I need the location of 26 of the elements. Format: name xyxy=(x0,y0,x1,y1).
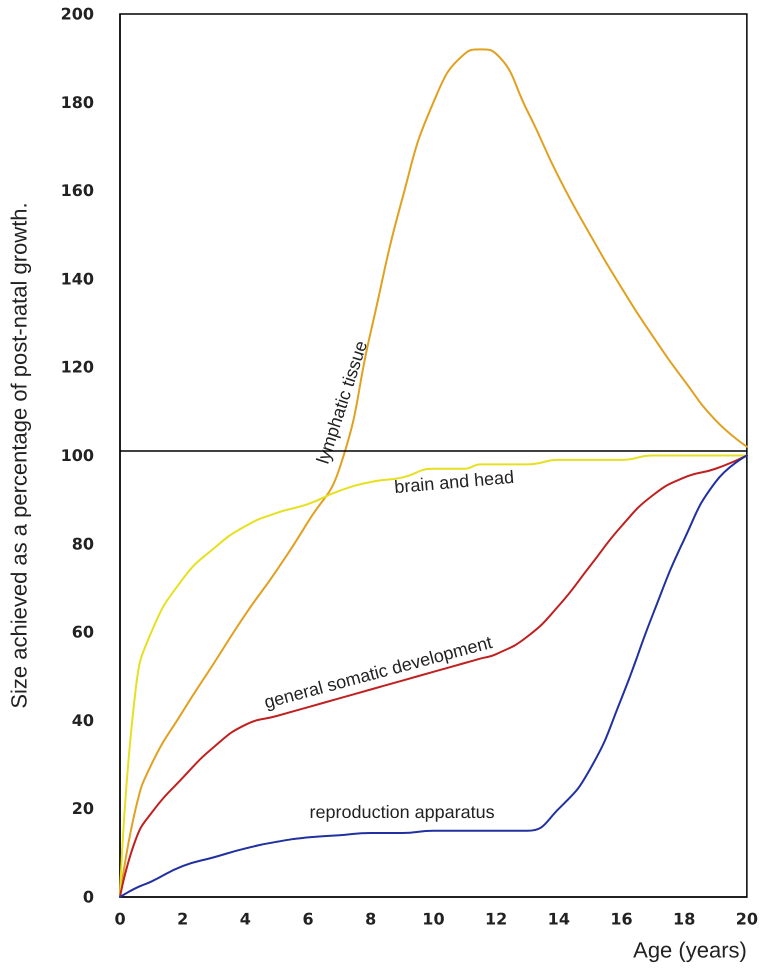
y-tick-label: 140 xyxy=(60,269,94,288)
y-tick-label: 60 xyxy=(72,622,94,642)
x-tick-label: 6 xyxy=(302,910,314,928)
y-tick-label: 200 xyxy=(60,4,94,24)
x-tick-label: 10 xyxy=(422,910,445,928)
x-tick-label: 14 xyxy=(548,910,570,928)
x-tick-label: 20 xyxy=(736,910,758,928)
y-tick-label: 0 xyxy=(82,888,94,906)
y-tick-label: 180 xyxy=(60,92,94,112)
y-tick-label: 120 xyxy=(60,358,94,377)
x-tick-label: 18 xyxy=(673,910,696,928)
y-tick-label: 100 xyxy=(60,446,94,465)
x-tick-label: 2 xyxy=(177,910,188,928)
y-axis-title: Size achieved as a percentage of post-natal growth. xyxy=(6,202,32,709)
x-axis-title: Age (years) xyxy=(633,938,747,962)
x-tick-label: 12 xyxy=(484,910,508,928)
x-tick-label: 8 xyxy=(365,910,376,928)
x-tick-label: 0 xyxy=(114,910,126,928)
series-label: brain and head xyxy=(394,466,515,498)
series-label: reproduction apparatus xyxy=(310,802,495,822)
y-tick-label: 160 xyxy=(60,181,94,200)
x-tick-label: 4 xyxy=(240,910,251,928)
x-tick-label: 16 xyxy=(610,910,633,928)
y-tick-label: 40 xyxy=(72,710,94,730)
y-tick-label: 20 xyxy=(72,799,94,818)
y-tick-label: 80 xyxy=(72,534,94,554)
